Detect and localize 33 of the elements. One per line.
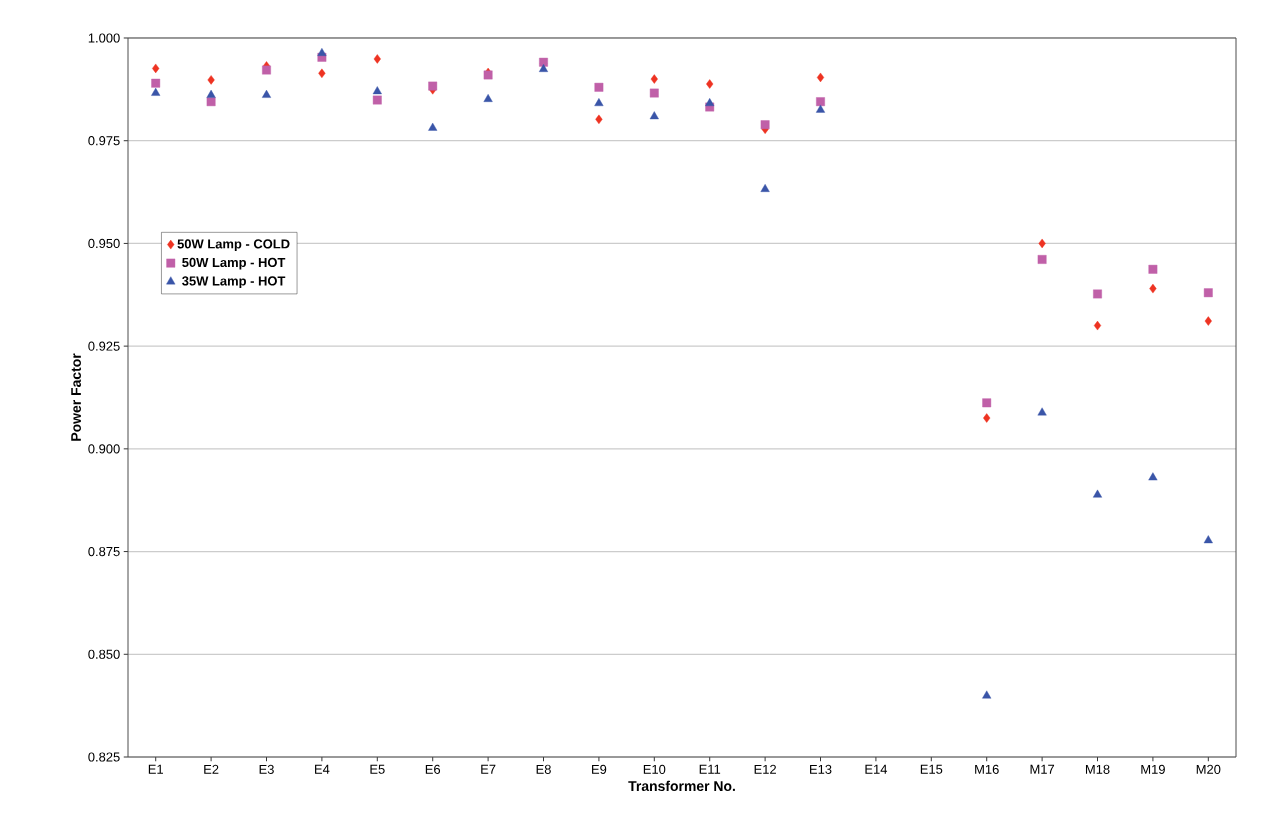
y-tick-label: 1.000 [88, 33, 120, 43]
x-tick-label: E1 [148, 764, 163, 774]
legend-label: 50W Lamp - COLD [177, 239, 290, 252]
x-tick-label: E9 [592, 764, 607, 774]
y-tick-label: 0.875 [88, 546, 120, 557]
legend-label: 50W Lamp - HOT [182, 257, 286, 270]
x-tick-label: E14 [865, 764, 888, 774]
x-tick-label: E7 [481, 764, 496, 774]
y-tick-label: 0.825 [88, 752, 120, 762]
x-tick-label: E4 [315, 764, 330, 774]
x-tick-label: M19 [1141, 764, 1165, 774]
x-tick-label: E12 [754, 764, 776, 774]
x-axis-title: Transformer No. [628, 780, 735, 792]
x-tick-label: E11 [699, 764, 721, 774]
x-tick-label: E6 [425, 764, 441, 774]
x-tick-label: M20 [1196, 764, 1221, 774]
legend-label: 35W Lamp - HOT [182, 276, 286, 289]
x-tick-label: E15 [920, 764, 943, 774]
y-axis-title: Power Factor [71, 353, 81, 441]
x-tick-label: E10 [643, 764, 666, 774]
y-tick-label: 0.925 [88, 341, 120, 351]
x-tick-label: E13 [810, 764, 832, 774]
y-tick-label: 0.850 [88, 649, 120, 659]
x-tick-label: M18 [1085, 764, 1110, 774]
x-tick-label: E2 [204, 764, 219, 774]
x-tick-label: E5 [370, 764, 385, 774]
y-tick-label: 0.975 [88, 136, 120, 146]
x-tick-label: E3 [259, 764, 274, 774]
y-tick-label: 0.900 [88, 444, 120, 454]
x-tick-label: M16 [975, 764, 999, 774]
x-tick-label: M17 [1030, 764, 1055, 774]
x-tick-label: E8 [536, 764, 551, 774]
y-tick-label: 0.950 [88, 238, 120, 249]
